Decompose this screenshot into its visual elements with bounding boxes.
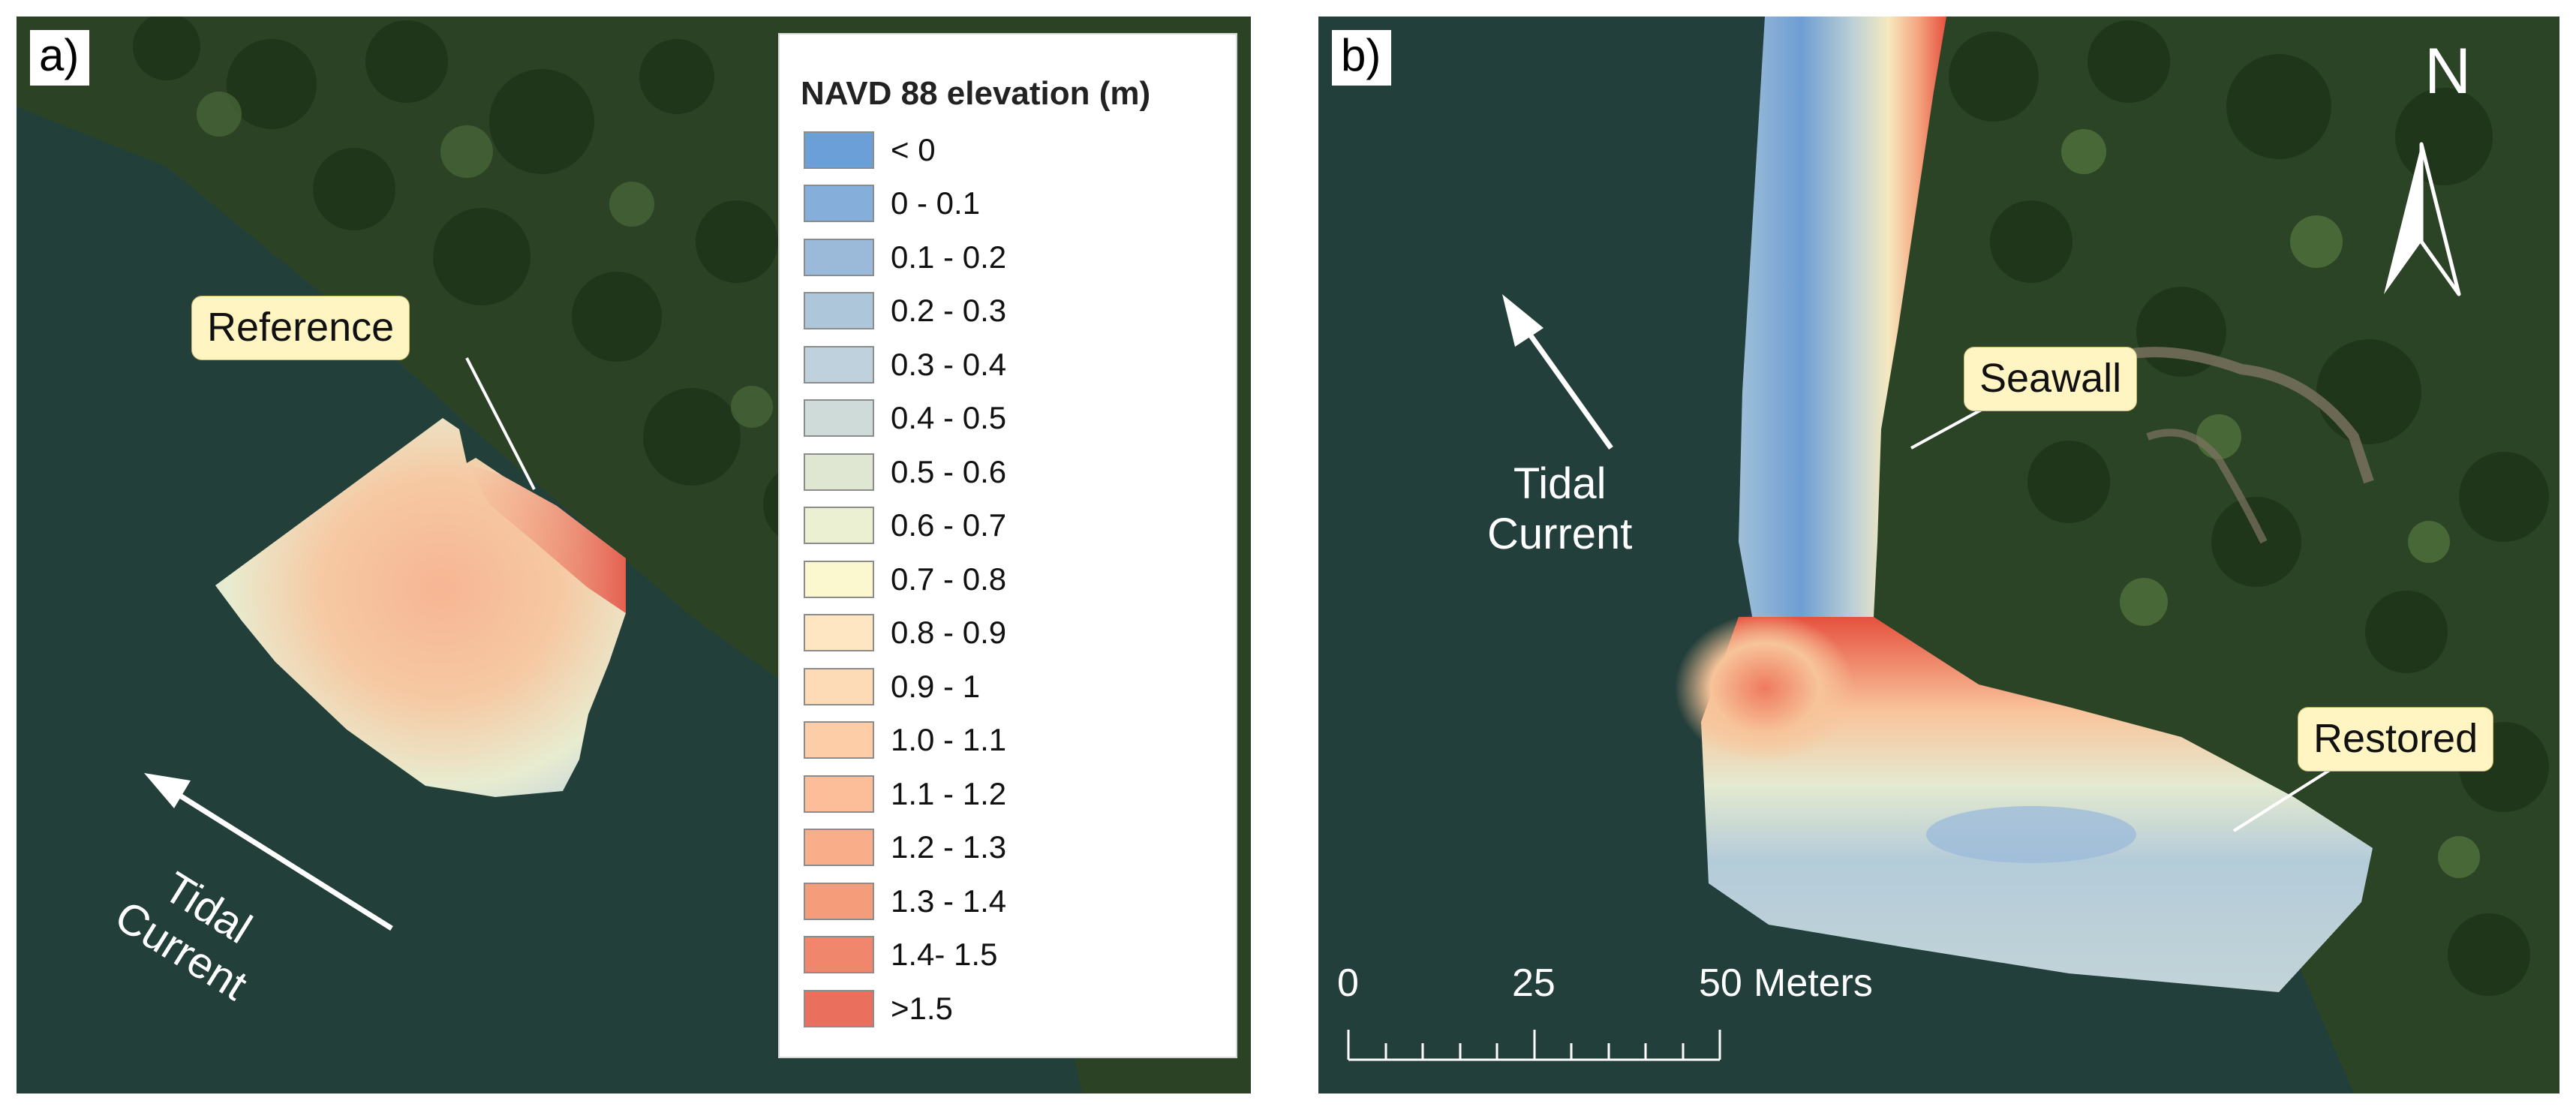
legend-swatch: [804, 936, 874, 974]
panel-b-label: b): [1332, 30, 1392, 86]
seawall-channel-surface: [1739, 17, 1946, 624]
panel-b-imagery: [1318, 17, 2559, 1093]
legend-item: 0.9 - 1: [804, 660, 1006, 714]
legend-swatch: [804, 882, 874, 920]
legend-label: 1.0 - 1.1: [891, 722, 1007, 758]
legend-label: 0.4 - 0.5: [891, 400, 1007, 436]
legend-label: 1.4- 1.5: [891, 937, 998, 973]
legend-label: 0.2 - 0.3: [891, 293, 1007, 329]
restored-shoreline-surface: [1701, 617, 2373, 992]
scale-bar: [1347, 1030, 1721, 1061]
panel-b-map: b) Seawall Restored Tidal Current N 0 25…: [1318, 17, 2559, 1093]
legend-swatch: [804, 507, 874, 545]
legend-swatch: [804, 292, 874, 330]
legend-swatch: [804, 667, 874, 705]
legend-item: 0.7 - 0.8: [804, 552, 1006, 606]
legend-items: < 0 0 - 0.1 0.1 - 0.2 0.2 - 0.3 0.3 - 0.4 0.4…: [804, 123, 1006, 1036]
legend-item: 1.3 - 1.4: [804, 874, 1006, 928]
legend-label: 0.1 - 0.2: [891, 239, 1007, 275]
tree-highlights: [2061, 129, 2480, 878]
legend-label: 0.5 - 0.6: [891, 453, 1007, 489]
elevation-legend: NAVD 88 elevation (m) < 0 0 - 0.1 0.1 - 0.…: [778, 33, 1237, 1058]
legend-swatch: [804, 721, 874, 760]
restored-low-area: [1926, 806, 2136, 863]
legend-label: 1.3 - 1.4: [891, 883, 1007, 919]
tidal-current-arrow-head-icon: [1502, 294, 1543, 347]
legend-item: 1.2 - 1.3: [804, 821, 1006, 875]
tidal-current-label-line-2: Current: [1487, 509, 1633, 558]
legend-label: 0.7 - 0.8: [891, 561, 1007, 597]
legend-item: 0.6 - 0.7: [804, 499, 1006, 553]
legend-label: >1.5: [891, 990, 953, 1026]
legend-item: 0.3 - 0.4: [804, 338, 1006, 392]
legend-label: < 0: [891, 131, 936, 167]
scale-units: Meters: [1754, 961, 1873, 1005]
legend-swatch: [804, 989, 874, 1027]
tidal-current-arrow-shaft: [1515, 314, 1613, 450]
legend-item: 0 - 0.1: [804, 177, 1006, 231]
legend-item: 0.4 - 0.5: [804, 392, 1006, 446]
legend-swatch: [804, 131, 874, 169]
legend-swatch: [804, 345, 874, 384]
legend-item: 0.2 - 0.3: [804, 284, 1006, 338]
legend-swatch: [804, 238, 874, 276]
legend-label: 0.9 - 1: [891, 668, 981, 704]
panel-a-map: a) Reference Tidal Current NAVD 88 eleva…: [17, 17, 1251, 1093]
scale-tick-50: 50: [1699, 961, 1742, 1005]
reference-callout-pointer: [465, 357, 536, 490]
legend-swatch: [804, 560, 874, 598]
legend-item: 1.4- 1.5: [804, 928, 1006, 982]
scale-tick-0: 0: [1337, 961, 1359, 1005]
scale-tick-25: 25: [1512, 961, 1556, 1005]
tidal-current-label-line-1: Tidal: [1513, 459, 1607, 508]
trail-path: [2097, 347, 2374, 484]
legend-item: 0.1 - 0.2: [804, 230, 1006, 284]
legend-label: 0.3 - 0.4: [891, 346, 1007, 382]
tidal-current-label: Tidal Current: [1487, 459, 1632, 559]
seawall-callout: Seawall: [1964, 347, 2138, 411]
corner-high-area: [1675, 613, 1855, 763]
legend-swatch: [804, 829, 874, 867]
legend-item: 0.8 - 0.9: [804, 606, 1006, 660]
legend-label: 0.8 - 0.9: [891, 615, 1007, 651]
legend-item: < 0: [804, 123, 1006, 177]
panel-a-label: a): [30, 30, 90, 86]
legend-item: 0.5 - 0.6: [804, 445, 1006, 499]
reference-high-edge: [467, 463, 626, 613]
reference-callout: Reference: [191, 296, 410, 360]
legend-swatch: [804, 399, 874, 438]
north-label: N: [2424, 35, 2472, 107]
north-arrow-icon: [2384, 142, 2461, 296]
legend-item: >1.5: [804, 982, 1006, 1036]
tidal-current-arrow-shaft: [169, 787, 393, 931]
legend-label: 1.2 - 1.3: [891, 829, 1007, 865]
legend-label: 1.1 - 1.2: [891, 775, 1007, 811]
legend-swatch: [804, 185, 874, 223]
legend-label: 0 - 0.1: [891, 185, 981, 221]
legend-swatch: [804, 453, 874, 491]
restored-callout: Restored: [2298, 707, 2494, 772]
tidal-current-arrow-head-icon: [144, 773, 191, 808]
legend-swatch: [804, 775, 874, 813]
legend-item: 1.1 - 1.2: [804, 767, 1006, 821]
legend-label: 0.6 - 0.7: [891, 507, 1007, 543]
trail-branch: [2146, 429, 2268, 544]
legend-swatch: [804, 614, 874, 652]
forest-area: [1859, 17, 2559, 1093]
legend-item: 1.0 - 1.1: [804, 714, 1006, 768]
legend-title: NAVD 88 elevation (m): [801, 75, 1151, 112]
